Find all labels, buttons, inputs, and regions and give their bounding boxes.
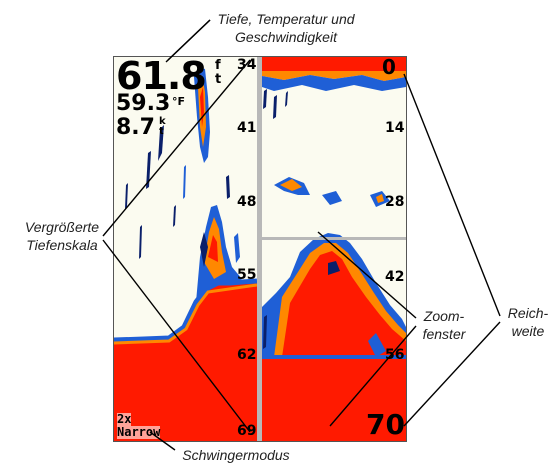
- right-scale-label: 14: [385, 120, 405, 136]
- callout-line: Reich-: [507, 305, 549, 321]
- callout-line: Zoom-: [423, 308, 465, 324]
- temperature-unit: °F: [172, 95, 186, 108]
- depth-unit: f: [215, 58, 221, 73]
- zoom-level-label: 2x: [117, 412, 132, 426]
- right-scale-label: 56: [385, 347, 405, 363]
- depth-readout: 61.8: [116, 56, 207, 98]
- zoom-window-callout: Zoom- fenster: [416, 307, 472, 343]
- callout-line: Tiefenskala: [26, 237, 98, 253]
- callout-line: Vergrößerte: [24, 219, 100, 235]
- temperature-readout: 59.3: [116, 91, 171, 116]
- right-pane: [262, 57, 406, 441]
- sonar-returns: [114, 57, 406, 441]
- left-scale-label: 69: [237, 423, 257, 439]
- left-scale-label: 48: [237, 194, 257, 210]
- range-callout: Reich- weite: [500, 304, 556, 340]
- sonar-screen[interactable]: 34 41 48 55 62 69 0 14 28 42 56 70 61.8 …: [113, 56, 407, 442]
- speed-readout: 8.7: [116, 115, 155, 140]
- depth-temp-speed-callout: Tiefe, Temperatur und Geschwindigkeit: [206, 10, 366, 46]
- transducer-mode-callout: Schwingermodus: [182, 447, 290, 463]
- zoomed-depth-scale-callout: Vergrößerte Tiefenskala: [16, 218, 108, 254]
- depth-unit: t: [215, 72, 222, 87]
- speed-unit: t: [159, 126, 164, 137]
- left-scale-label: 41: [237, 120, 257, 136]
- left-scale-label: 62: [237, 347, 257, 363]
- callout-line: fenster: [422, 326, 466, 342]
- right-scale-label: 42: [385, 269, 405, 285]
- left-pane: [114, 67, 258, 441]
- callout-line: weite: [511, 323, 545, 339]
- speed-unit: k: [159, 116, 166, 127]
- callout-line: Tiefe, Temperatur und: [217, 11, 355, 27]
- callout-line: Geschwindigkeit: [235, 29, 337, 45]
- beam-mode-label: Narrow: [117, 425, 161, 439]
- zoom-window-border: [262, 237, 406, 240]
- pane-divider: [257, 57, 262, 441]
- right-scale-label: 28: [385, 194, 405, 210]
- range-bottom-label: 70: [366, 408, 405, 441]
- range-top-label: 0: [382, 56, 396, 79]
- left-scale-label: 55: [237, 267, 257, 283]
